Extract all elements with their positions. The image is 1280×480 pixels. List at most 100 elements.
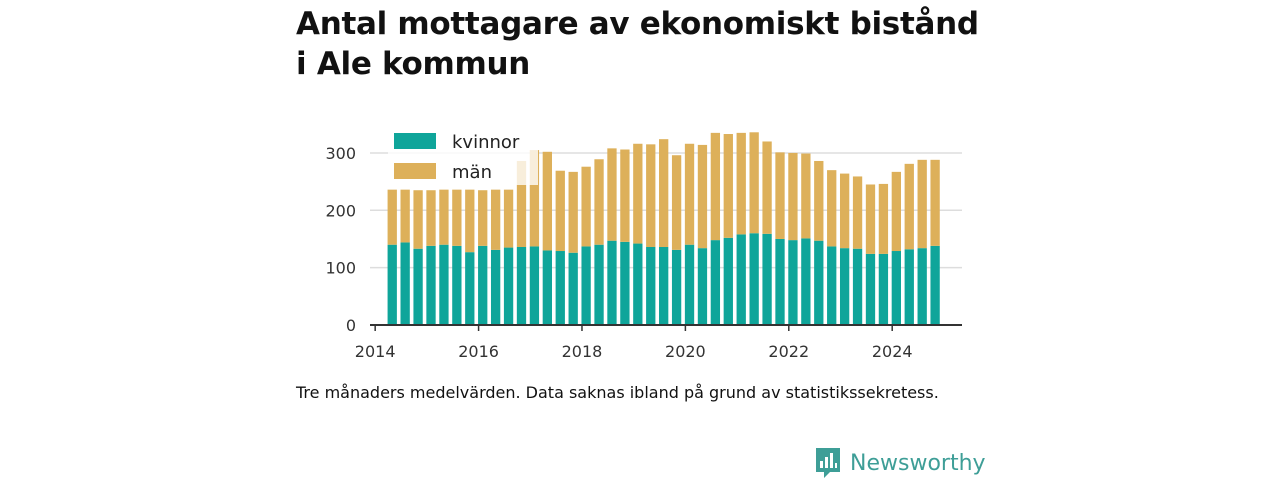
bar-kvinnor-36: [852, 248, 863, 325]
bar-kvinnor-10: [516, 247, 527, 325]
legend-label-0: kvinnor: [452, 132, 520, 153]
x-tick-label-2020: 2020: [665, 342, 706, 361]
bar-man-36: [852, 176, 863, 249]
chart-title: Antal mottagare av ekonomiskt bistånd i …: [296, 4, 1016, 84]
bar-man-32: [801, 153, 811, 239]
bar-man-20: [646, 144, 656, 247]
chart-note: Tre månaders medelvärden. Data saknas ib…: [296, 383, 939, 402]
bar-kvinnor-39: [891, 251, 901, 325]
bar-man-38: [878, 183, 889, 254]
bar-kvinnor-0: [387, 244, 397, 325]
bar-man-17: [607, 148, 617, 241]
bar-man-0: [387, 189, 397, 245]
y-tick-label-300: 300: [325, 144, 356, 163]
bar-man-30: [775, 152, 785, 239]
bar-man-23: [684, 143, 695, 245]
bar-kvinnor-42: [930, 245, 940, 325]
bar-man-42: [930, 159, 940, 246]
bar-man-24: [697, 144, 708, 249]
bar-kvinnor-31: [788, 240, 798, 325]
bar-man-19: [633, 143, 643, 244]
bar-man-33: [814, 160, 824, 241]
bar-man-28: [749, 132, 759, 234]
bar-kvinnor-40: [904, 249, 914, 325]
bar-man-39: [891, 171, 901, 252]
bar-kvinnor-16: [594, 244, 604, 325]
bar-kvinnor-20: [646, 247, 656, 325]
bar-man-1: [400, 189, 410, 243]
bar-man-37: [865, 184, 876, 254]
bar-kvinnor-29: [762, 233, 772, 325]
bar-kvinnor-22: [671, 249, 682, 325]
bar-kvinnor-24: [697, 248, 708, 325]
x-tick-label-2014: 2014: [355, 342, 396, 361]
bar-man-25: [710, 132, 721, 241]
bar-man-10: [516, 160, 527, 247]
legend-label-1: män: [452, 162, 492, 183]
legend-swatch-0: [394, 133, 436, 149]
bar-man-21: [659, 139, 669, 247]
x-tick-label-2018: 2018: [562, 342, 603, 361]
bar-kvinnor-17: [607, 240, 617, 325]
bar-kvinnor-19: [633, 243, 643, 325]
bar-kvinnor-12: [542, 250, 552, 325]
bar-kvinnor-25: [710, 240, 721, 325]
bar-man-7: [478, 190, 488, 246]
bar-kvinnor-23: [684, 244, 695, 325]
bar-man-15: [581, 166, 591, 247]
bar-kvinnor-11: [529, 246, 540, 325]
bar-kvinnor-2: [413, 248, 423, 325]
bar-man-34: [827, 170, 837, 247]
bar-kvinnor-7: [478, 245, 488, 325]
newsworthy-logo-icon: [816, 448, 840, 478]
bar-man-4: [439, 189, 449, 245]
bar-kvinnor-1: [400, 242, 410, 325]
x-tick-label-2016: 2016: [458, 342, 499, 361]
legend-swatch-1: [394, 163, 436, 179]
bar-man-16: [594, 159, 604, 245]
y-tick-label-100: 100: [325, 259, 356, 278]
bar-kvinnor-41: [917, 248, 927, 325]
bar-kvinnor-13: [555, 251, 565, 325]
bar-man-9: [503, 189, 514, 248]
bar-man-2: [413, 190, 423, 249]
bar-man-14: [568, 171, 578, 253]
bar-man-3: [426, 190, 436, 246]
bar-kvinnor-34: [827, 246, 837, 325]
newsworthy-brand[interactable]: Newsworthy: [814, 446, 986, 480]
bar-man-5: [452, 189, 462, 246]
bar-man-26: [723, 134, 733, 238]
x-tick-label-2024: 2024: [872, 342, 913, 361]
bar-man-8: [490, 189, 501, 250]
chart-title-line-2: i Ale kommun: [296, 46, 531, 82]
bar-kvinnor-26: [723, 237, 733, 325]
x-tick-label-2022: 2022: [768, 342, 809, 361]
bar-man-13: [555, 170, 565, 252]
bar-kvinnor-18: [620, 241, 630, 325]
chart-title-line-1: Antal mottagare av ekonomiskt bistånd: [296, 6, 979, 42]
bar-man-22: [671, 155, 682, 250]
bar-man-27: [736, 132, 746, 235]
bar-man-31: [788, 152, 798, 241]
bar-kvinnor-6: [465, 252, 475, 325]
bar-man-41: [917, 159, 927, 249]
bar-kvinnor-9: [503, 247, 514, 325]
bar-kvinnor-21: [659, 247, 669, 325]
bar-kvinnor-15: [581, 246, 591, 325]
bar-kvinnor-3: [426, 245, 436, 325]
bar-kvinnor-27: [736, 234, 746, 325]
bar-kvinnor-14: [568, 252, 578, 325]
bar-man-40: [904, 163, 914, 250]
bar-man-11: [529, 150, 540, 247]
y-tick-label-200: 200: [325, 201, 356, 220]
bar-kvinnor-33: [814, 240, 824, 325]
bar-man-18: [620, 149, 630, 242]
bar-kvinnor-38: [878, 253, 889, 325]
bar-kvinnor-8: [490, 249, 501, 325]
y-tick-label-0: 0: [346, 316, 356, 335]
bar-kvinnor-37: [865, 253, 876, 325]
bar-man-29: [762, 141, 772, 234]
bar-kvinnor-28: [749, 233, 759, 325]
bar-kvinnor-5: [452, 245, 462, 325]
